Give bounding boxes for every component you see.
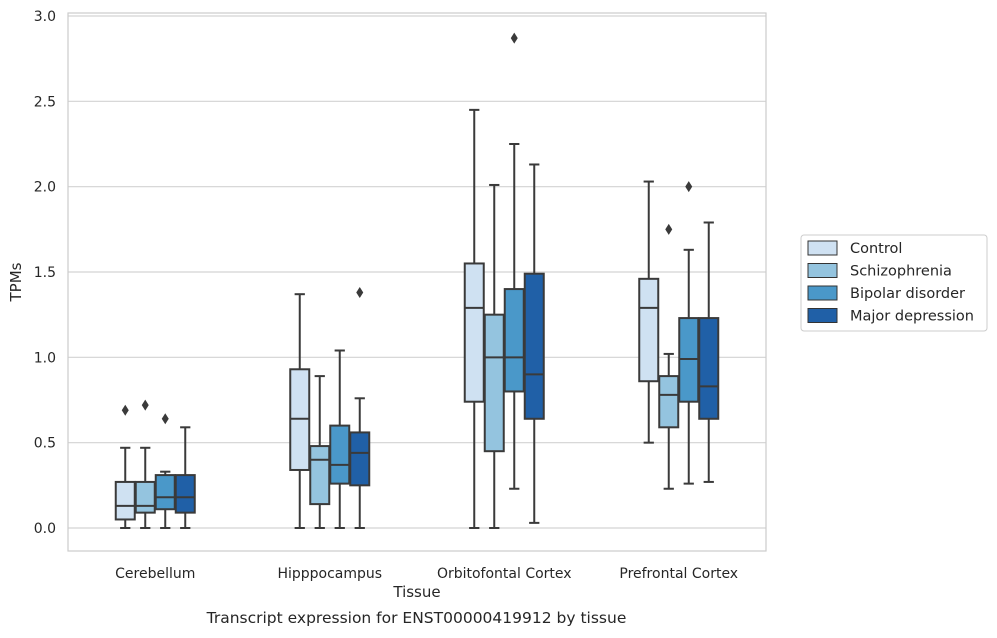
x-tick-label: Prefrontal Cortex — [619, 566, 738, 582]
box — [114, 404, 136, 529]
y-tick-label: 2.5 — [34, 94, 56, 110]
legend-swatch — [807, 285, 838, 301]
box — [154, 413, 176, 529]
outlier-marker — [121, 404, 129, 416]
box-body — [114, 480, 136, 521]
box-body — [349, 431, 371, 487]
y-tick-label: 2.0 — [34, 180, 56, 196]
x-tick-label: Hipppocampus — [277, 566, 382, 582]
y-tick-label: 1.0 — [34, 350, 56, 366]
box — [698, 221, 720, 483]
box — [503, 32, 525, 490]
box — [638, 180, 660, 444]
y-axis-label: TPMs — [7, 262, 25, 302]
legend-label: Schizophrenia — [850, 264, 952, 280]
legend-swatch — [807, 263, 838, 278]
box-body — [483, 313, 505, 453]
box — [678, 181, 700, 485]
legend-swatch — [807, 240, 838, 256]
box-body — [638, 277, 660, 383]
legend-label: Major depression — [850, 309, 974, 325]
y-tick-label: 1.5 — [34, 265, 56, 281]
outlier-marker — [161, 413, 169, 425]
box-body — [523, 272, 545, 420]
x-tick-label: Cerebellum — [115, 566, 195, 582]
y-tick-labels: 0.0 0.5 1.0 1.5 2.0 2.5 3.0 — [34, 9, 56, 537]
outlier-marker — [685, 181, 693, 193]
grid-lines — [68, 15, 766, 529]
box-body — [309, 445, 331, 506]
box-body — [463, 262, 485, 403]
box-series-layer — [114, 32, 720, 529]
series-schizophrenia — [134, 183, 680, 529]
x-tick-labels: Cerebellum Hipppocampus Orbitofontal Corte… — [115, 566, 738, 582]
outlier-marker — [141, 399, 149, 411]
x-tick-label: Orbitofontal Cortex — [437, 566, 572, 582]
box-body — [698, 317, 720, 420]
box — [174, 426, 196, 529]
y-tick-label: 3.0 — [34, 9, 56, 25]
box — [134, 399, 156, 529]
series-bipolar-disorder — [154, 32, 700, 529]
legend-swatch — [807, 308, 838, 323]
figure-caption: Transcript expression for ENST0000041991… — [206, 609, 627, 627]
series-major-depression — [174, 163, 720, 529]
x-axis-label: Tissue — [392, 583, 440, 601]
box — [463, 108, 485, 529]
box — [658, 223, 680, 490]
series-control — [114, 108, 660, 529]
legend-label: Bipolar disorder — [850, 286, 965, 302]
box-body — [174, 474, 196, 514]
plot-frame — [67, 12, 767, 552]
outlier-marker — [665, 223, 673, 235]
box-body — [134, 480, 156, 514]
box-body — [503, 288, 525, 393]
y-tick-label: 0.0 — [34, 521, 56, 537]
box-body — [329, 424, 351, 485]
y-tick-label: 0.5 — [34, 436, 56, 452]
legend-label: Control — [850, 241, 902, 257]
box-body — [658, 375, 680, 429]
legend: Control Schizophrenia Bipolar disorder Majo… — [800, 234, 988, 332]
box — [289, 293, 311, 529]
box — [349, 286, 371, 529]
box-body — [154, 474, 176, 511]
outlier-marker — [510, 32, 518, 44]
box — [483, 183, 505, 529]
box — [309, 375, 331, 529]
box — [523, 163, 545, 524]
legend-frame — [800, 234, 988, 332]
outlier-marker — [356, 286, 364, 298]
box — [329, 349, 351, 529]
